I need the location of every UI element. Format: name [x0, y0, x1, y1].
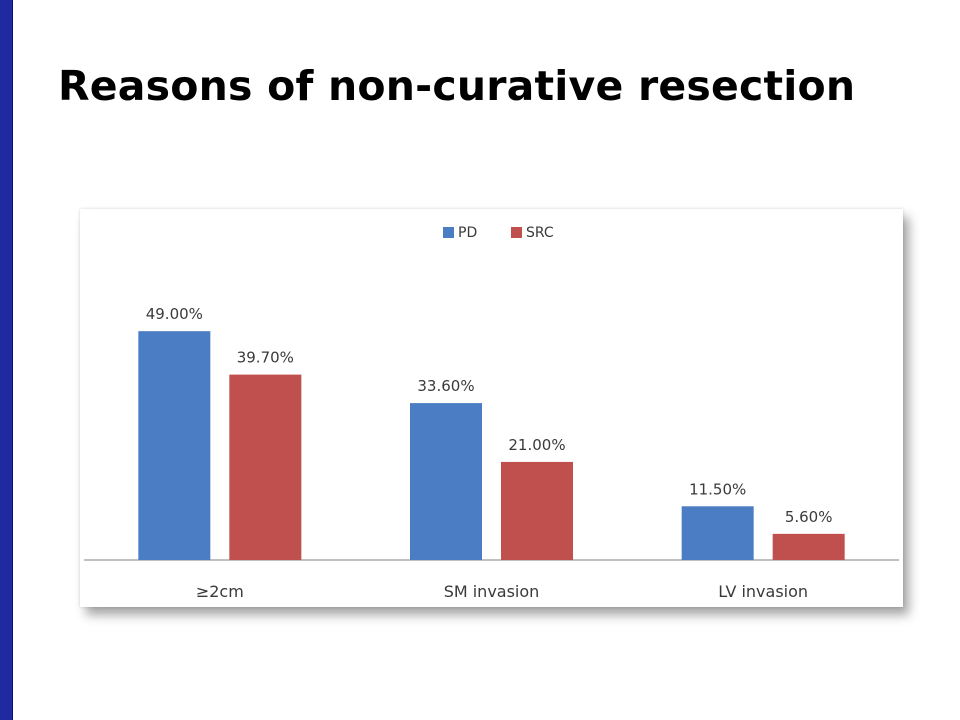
bar-src-2 — [772, 533, 845, 560]
legend-swatch-pd — [443, 227, 454, 238]
legend-label-src: SRC — [526, 225, 554, 241]
x-tick-label-0: ≥2cm — [196, 582, 244, 601]
data-label-src-2: 5.60% — [785, 508, 833, 526]
bar-src-1 — [501, 461, 573, 560]
data-label-src-1: 21.00% — [508, 436, 565, 454]
x-tick-label-1: SM invasion — [444, 582, 540, 601]
x-tick-label-2: LV invasion — [718, 582, 808, 601]
bar-pd-1 — [410, 403, 482, 560]
page-title: Reasons of non-curative resection — [58, 62, 856, 110]
chart-frame: PD SRC 49.00% 39.70% ≥2cm 33.60% 21.00% SM inva… — [80, 209, 903, 607]
legend-label-pd: PD — [458, 225, 477, 241]
data-label-pd-0: 49.00% — [146, 305, 203, 323]
data-label-pd-2: 11.50% — [689, 480, 746, 498]
legend-swatch-src — [511, 227, 522, 238]
bar-pd-2 — [681, 506, 754, 560]
slide-accent-bar — [0, 0, 13, 720]
data-label-src-0: 39.70% — [237, 349, 294, 367]
bar-pd-0 — [138, 331, 211, 560]
data-label-pd-1: 33.60% — [417, 377, 474, 395]
bar-chart: PD SRC 49.00% 39.70% ≥2cm 33.60% 21.00% SM inva… — [84, 225, 899, 601]
bar-src-0 — [229, 374, 302, 560]
